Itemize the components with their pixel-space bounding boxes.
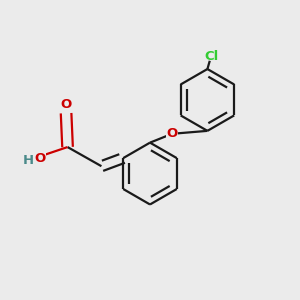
Text: O: O (34, 152, 46, 165)
Text: O: O (61, 98, 72, 111)
Text: O: O (167, 127, 178, 140)
Text: H: H (23, 154, 34, 167)
Text: Cl: Cl (204, 50, 219, 63)
